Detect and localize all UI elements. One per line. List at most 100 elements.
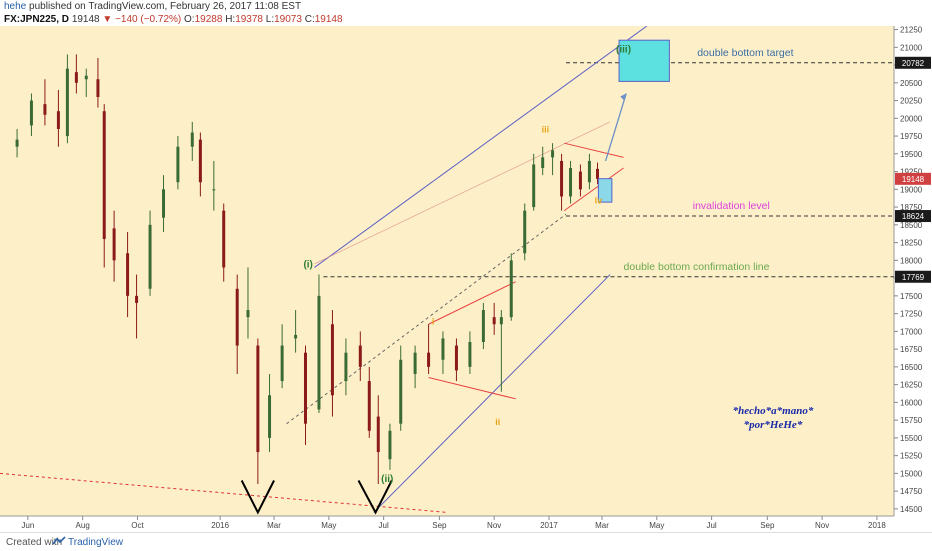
y-tick-label: 19250 [900, 168, 923, 177]
overlay-layer: double bottom target invalidation level do… [303, 39, 814, 485]
x-tick-label: Oct [131, 521, 144, 530]
price-label-box [895, 210, 931, 223]
last-price: 19148 [71, 14, 100, 25]
price-label-text: 18624 [902, 212, 925, 221]
x-tick-label: Jul [706, 521, 716, 530]
wave-label: i [432, 316, 435, 326]
y-tick-label: 14750 [900, 487, 923, 496]
drawings-layer [0, 26, 894, 515]
y-tick-label: 20500 [900, 79, 923, 88]
candle-up [29, 100, 33, 126]
candle-down [126, 253, 130, 296]
y-tick-label: 18000 [900, 256, 923, 265]
x-tick-label: Sep [432, 521, 447, 530]
candle-down [222, 210, 226, 268]
candle-down [367, 381, 371, 431]
x-tick-label: Nov [815, 521, 829, 530]
candle-down [454, 345, 458, 371]
signature-line-2: *por*HeHe* [744, 419, 803, 431]
candle-up [344, 352, 348, 382]
x-tick-label: Jun [21, 521, 34, 530]
candle-down [135, 295, 139, 303]
double-bottom-target-label: double bottom target [697, 47, 793, 59]
close-value: 19148 [314, 14, 343, 25]
y-tick-label: 16750 [900, 345, 923, 354]
open-value: 19288 [194, 14, 223, 25]
x-tick-label: 2016 [211, 521, 229, 530]
y-tick-label: 16500 [900, 363, 923, 372]
price-chart[interactable]: double bottom target invalidation level do… [0, 26, 932, 532]
channel-upper-line [314, 26, 648, 268]
dashed-trend-line [286, 213, 567, 425]
candle-up [15, 139, 19, 147]
candle-up [162, 189, 166, 218]
price-label-text: 17769 [902, 273, 925, 282]
target-zone-box [618, 39, 670, 82]
candle-down [330, 324, 334, 396]
double-bottom-confirmation-line-label: double bottom confirmation line [624, 261, 770, 273]
high-label: H: [225, 14, 236, 25]
time-axis[interactable] [0, 516, 932, 532]
x-tick-label: May [321, 521, 336, 530]
candle-up [84, 75, 88, 80]
candle-up [246, 310, 250, 318]
candle-down [376, 416, 380, 453]
y-tick-label: 17500 [900, 292, 923, 301]
candle-down [427, 352, 431, 367]
candle-up [523, 210, 527, 254]
candle-down [595, 168, 599, 179]
signature-line-1: *hecho*a*mano* [733, 405, 814, 417]
high-value: 19378 [235, 14, 263, 25]
triangle-upper-line [564, 142, 624, 158]
y-tick-label: 17250 [900, 310, 923, 319]
price-change: ▼ −140 (−0.72%) [102, 14, 182, 25]
candles-layer [15, 54, 599, 485]
x-tick-label: Mar [267, 521, 281, 530]
candle-up [280, 345, 284, 382]
candle-up [388, 430, 392, 460]
candle-down [96, 79, 100, 98]
candle-down [303, 352, 307, 424]
y-tick-label: 15750 [900, 416, 923, 425]
x-axis-ticks: Jun Aug Oct 2016 Mar May Jul Sep Nov 2017 Mar May Ju… [21, 516, 886, 530]
y-tick-label: 16250 [900, 381, 923, 390]
channel-mid-line [314, 121, 611, 265]
x-tick-label: Mar [595, 521, 609, 530]
candle-down [112, 228, 116, 261]
author-name[interactable]: hehe [4, 1, 27, 12]
candle-up [481, 310, 485, 343]
candle-down [43, 104, 47, 115]
y-tick-label: 15000 [900, 469, 923, 478]
price-label-box [895, 172, 931, 185]
tradingview-logo-icon [52, 536, 66, 545]
price-labels: 20782 19148 18624 17769 [895, 56, 931, 283]
candle-up [294, 334, 298, 339]
candle-up [532, 164, 536, 208]
x-tick-label: 2018 [868, 521, 886, 530]
y-tick-label: 21250 [900, 26, 923, 35]
price-label-text: 20782 [902, 59, 925, 68]
y-tick-label: 17000 [900, 327, 923, 336]
candle-up [176, 146, 180, 183]
wave-iv-box [597, 178, 613, 203]
y-tick-label: 19000 [900, 185, 923, 194]
wave-label: (ii) [381, 474, 393, 485]
footer: Created with TradingView [0, 532, 932, 551]
y-tick-label: 20000 [900, 114, 923, 123]
candle-up [499, 317, 503, 325]
price-label-box [895, 270, 931, 283]
candle-up [569, 168, 573, 197]
x-tick-label: Nov [487, 521, 501, 530]
publish-info: published on TradingView.com, February 2… [29, 1, 302, 12]
low-value: 19073 [274, 14, 302, 25]
x-tick-label: 2017 [540, 521, 558, 530]
candle-up [65, 68, 69, 137]
price-label-text: 19148 [902, 175, 925, 184]
candle-down [560, 160, 564, 197]
bottom-marker-1 [240, 480, 275, 515]
tradingview-brand[interactable]: TradingView [68, 537, 124, 548]
y-tick-label: 21000 [900, 43, 923, 52]
candle-up [509, 260, 513, 318]
y-tick-label: 18500 [900, 221, 923, 230]
triangle-lower-line [563, 167, 624, 212]
